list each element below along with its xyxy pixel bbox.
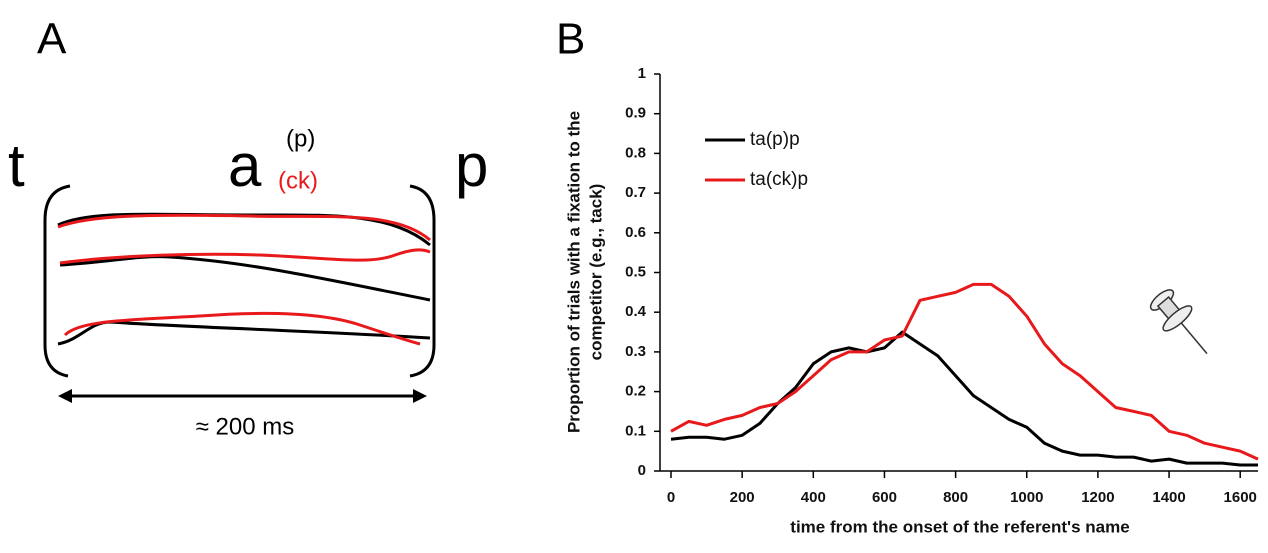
segment: a bbox=[228, 132, 262, 199]
series-line bbox=[670, 330, 1258, 467]
y-tick-label: 0.3 bbox=[625, 343, 646, 360]
segment: p bbox=[455, 132, 488, 199]
series-line bbox=[670, 282, 1259, 461]
pushpin-icon bbox=[1149, 289, 1208, 355]
x-tick-label: 800 bbox=[943, 489, 968, 506]
x-tick-label: 1400 bbox=[1152, 489, 1185, 506]
x-tick-label: 600 bbox=[872, 489, 897, 506]
x-tick-label: 1200 bbox=[1081, 489, 1114, 506]
x-tick-label: 200 bbox=[730, 489, 755, 506]
bracket bbox=[43, 184, 71, 378]
y-tick-label: 0.4 bbox=[625, 303, 647, 320]
y-tick-label: 0.6 bbox=[625, 224, 646, 241]
x-tick-label: 1000 bbox=[1010, 489, 1043, 506]
x-axis-label: time from the onset of the referent's na… bbox=[790, 517, 1129, 536]
y-tick-label: 0.1 bbox=[625, 422, 646, 439]
segment: t bbox=[8, 132, 25, 199]
bracket bbox=[409, 184, 436, 378]
panel-a: A t a p (p) (ck) ≈ 200 ms bbox=[8, 15, 488, 441]
y-axis-label-line: competitor (e.g., tack) bbox=[586, 184, 605, 361]
x-tick-label: 400 bbox=[801, 489, 826, 506]
panel-label: A bbox=[37, 15, 67, 64]
variant: (p) bbox=[286, 125, 315, 152]
y-axis-label: Proportion of trials with a fixation to … bbox=[564, 111, 605, 433]
duration-label: ≈ 200 ms bbox=[196, 413, 295, 440]
y-tick-label: 0 bbox=[638, 462, 646, 479]
y-tick-label: 1 bbox=[638, 65, 646, 82]
y-tick-label: 0.2 bbox=[625, 383, 646, 400]
y-tick-label: 0.7 bbox=[625, 184, 646, 201]
panel-label: B bbox=[556, 15, 585, 64]
variant: (ck) bbox=[278, 167, 318, 194]
y-tick-label: 0.5 bbox=[625, 263, 646, 280]
legend-label: ta(p)p bbox=[750, 129, 800, 150]
y-axis-label-line: Proportion of trials with a fixation to … bbox=[564, 111, 583, 433]
x-tick-label: 0 bbox=[667, 489, 675, 506]
y-tick-label: 0.8 bbox=[625, 144, 646, 161]
formant-tracks bbox=[57, 212, 431, 346]
x-tick-label: 1600 bbox=[1224, 489, 1257, 506]
y-tick-label: 0.9 bbox=[625, 105, 646, 122]
legend-label: ta(ck)p bbox=[750, 169, 808, 190]
